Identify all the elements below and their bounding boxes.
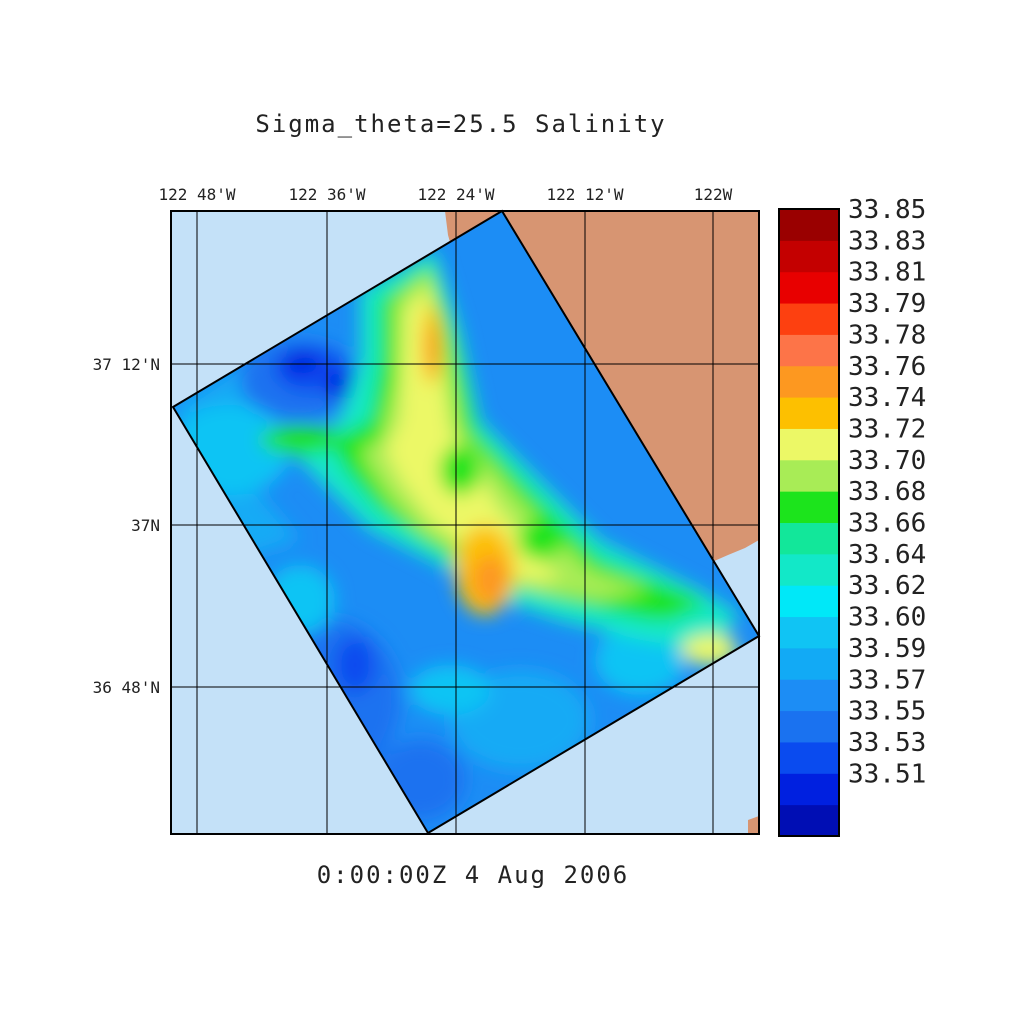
colorbar-swatch <box>779 271 839 304</box>
colorbar-swatch <box>779 240 839 273</box>
colorbar-swatch <box>779 491 839 523</box>
colorbar-label: 33.55 <box>848 697 926 727</box>
colorbar-label: 33.72 <box>848 414 926 444</box>
salinity-colorbar: 33.5133.5333.5533.5733.5933.6033.6233.64… <box>778 195 926 837</box>
map-title: Sigma_theta=25.5 Salinity <box>255 110 666 138</box>
y-axis-ticklabels: 37 12'N 37N 36 48'N <box>93 355 160 697</box>
colorbar-frame <box>778 208 840 837</box>
x-tick-label: 122 24'W <box>417 185 494 204</box>
colorbar-swatch <box>779 585 839 618</box>
colorbar-label: 33.74 <box>848 383 926 413</box>
graticule <box>171 211 759 834</box>
colorbar-swatch <box>779 334 839 367</box>
colorbar-swatch <box>779 522 839 555</box>
y-tick-label: 37 12'N <box>93 355 160 374</box>
colorbar-swatch <box>779 428 839 461</box>
coastline-land-south <box>748 816 759 834</box>
map-frame <box>170 210 760 835</box>
x-tick-label: 122 12'W <box>546 185 623 204</box>
y-tick-label: 37N <box>131 516 160 535</box>
colorbar-label: 33.78 <box>848 320 926 350</box>
x-tick-label: 122 36'W <box>288 185 365 204</box>
colorbar-swatch <box>779 773 839 806</box>
colorbar-swatch <box>779 804 839 837</box>
colorbar-label: 33.64 <box>848 540 926 570</box>
colorbar-swatch <box>779 397 839 429</box>
colorbar-swatch <box>779 553 839 586</box>
colorbar-label: 33.68 <box>848 477 926 507</box>
colorbar-label: 33.62 <box>848 571 926 601</box>
timestamp-label: 0:00:00Z 4 Aug 2006 <box>317 861 630 889</box>
x-tick-label: 122 48'W <box>158 185 235 204</box>
colorbar-swatch <box>779 679 839 712</box>
colorbar-swatch <box>779 710 839 743</box>
colorbar-label: 33.79 <box>848 289 926 319</box>
colorbar-swatch <box>779 303 839 335</box>
y-tick-label: 36 48'N <box>93 678 160 697</box>
x-tick-label: 122W <box>694 185 733 204</box>
colorbar-swatch <box>779 616 839 649</box>
colorbar-label: 33.57 <box>848 665 926 695</box>
colorbar-swatch <box>779 209 839 241</box>
colorbar-label: 33.59 <box>848 634 926 664</box>
colorbar-label: 33.76 <box>848 352 926 382</box>
colorbar-label: 33.81 <box>848 258 926 288</box>
colorbar-label: 33.60 <box>848 603 926 633</box>
colorbar-swatch <box>779 365 839 398</box>
colorbar-swatch <box>779 741 839 774</box>
colorbar-label: 33.70 <box>848 446 926 476</box>
colorbar-label: 33.53 <box>848 728 926 758</box>
colorbar-label: 33.85 <box>848 195 926 225</box>
colorbar-label: 33.66 <box>848 509 926 539</box>
colorbar-swatch <box>779 459 839 492</box>
colorbar-label: 33.51 <box>848 759 926 789</box>
colorbar-swatch <box>779 647 839 680</box>
colorbar-label: 33.83 <box>848 226 926 256</box>
x-axis-ticklabels: 122 48'W 122 36'W 122 24'W 122 12'W 122W <box>158 185 732 204</box>
